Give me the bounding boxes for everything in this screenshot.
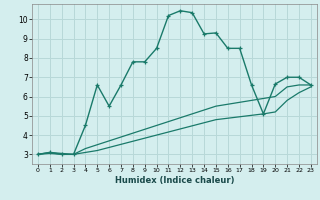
X-axis label: Humidex (Indice chaleur): Humidex (Indice chaleur): [115, 176, 234, 185]
